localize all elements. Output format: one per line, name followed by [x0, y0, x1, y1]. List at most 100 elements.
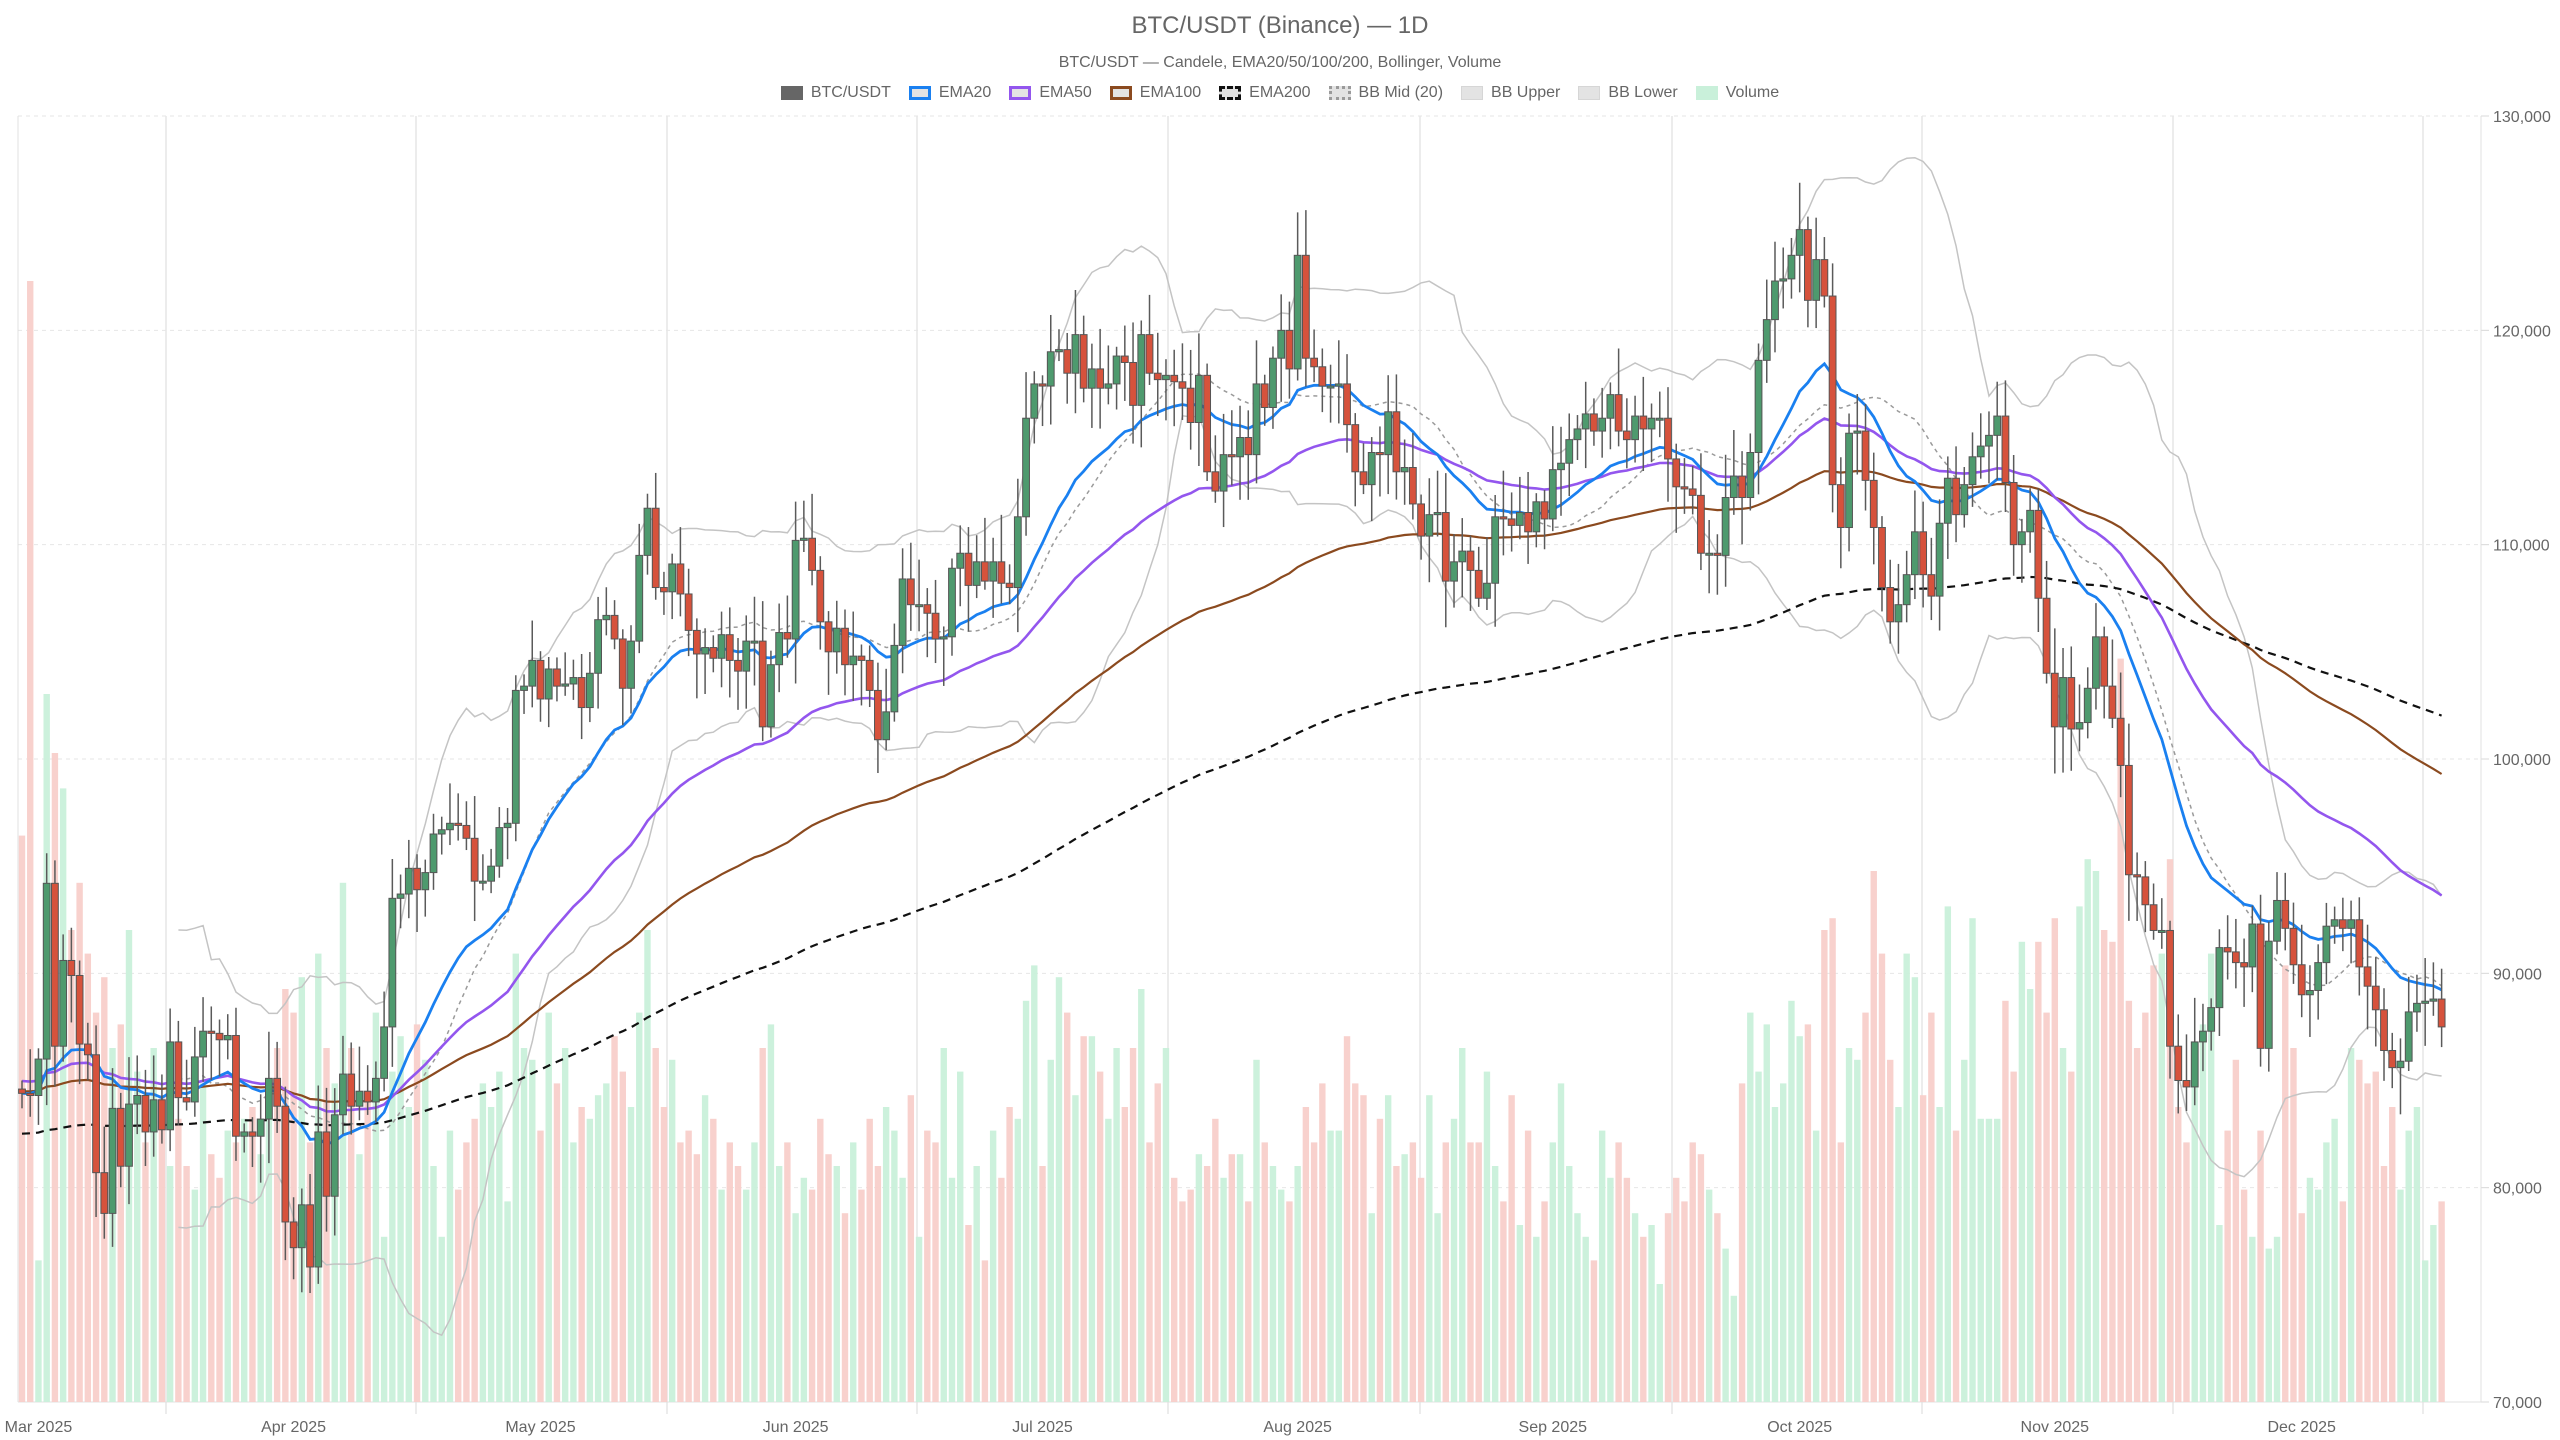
volume-bar: [2035, 941, 2042, 1402]
volume-bar: [817, 1118, 824, 1402]
volume-bar: [166, 1166, 174, 1402]
candle-body: [1071, 334, 1080, 374]
candle-body: [635, 554, 644, 642]
candle-body: [289, 1221, 298, 1249]
volume-bar: [603, 1083, 610, 1402]
candle-body: [2108, 685, 2117, 719]
candle-body: [758, 640, 767, 728]
candle-body: [1828, 295, 1837, 486]
volume-bar: [1870, 871, 1877, 1402]
candle-body: [1334, 383, 1343, 387]
candle-body: [1301, 254, 1310, 359]
volume-bar: [273, 1048, 281, 1402]
candle-body: [594, 619, 603, 674]
candle-body: [396, 893, 405, 899]
volume-bar: [808, 1189, 816, 1402]
legend-item-volume[interactable]: Volume: [1695, 84, 1779, 102]
candle-body: [799, 537, 808, 541]
volume-bar: [487, 1107, 495, 1402]
volume-bar: [743, 1189, 750, 1402]
volume-bar: [438, 1236, 445, 1402]
candle-body: [2100, 636, 2109, 687]
legend-item-bblow[interactable]: BB Lower: [1578, 84, 1678, 102]
legend-item-candles[interactable]: BTC/USDT: [780, 84, 891, 102]
candle-body: [1672, 458, 1681, 488]
candle-body: [1935, 522, 1944, 597]
volume-bar: [2397, 1189, 2404, 1402]
candle-body: [2388, 1049, 2397, 1069]
candle-body: [59, 959, 68, 1047]
volume-bar: [1590, 1260, 1598, 1402]
volume-bar: [1179, 1201, 1186, 1402]
candle-body: [166, 1041, 175, 1131]
y-tick-label: 70,000: [2493, 1395, 2542, 1412]
legend-item-ema200[interactable]: EMA200: [1219, 84, 1311, 102]
candle-body: [767, 664, 775, 728]
candle-body: [1120, 355, 1129, 363]
candle-body: [133, 1095, 142, 1105]
candle-body: [1491, 516, 1500, 584]
candle-body: [2190, 1041, 2199, 1088]
candle-body: [2215, 947, 2224, 1009]
candle-body: [2330, 919, 2339, 927]
volume-bar: [1310, 1142, 1318, 1402]
candle-body: [865, 659, 874, 691]
y-tick-label: 130,000: [2493, 109, 2551, 126]
candle-body: [26, 1092, 35, 1097]
candle-body: [1145, 334, 1154, 374]
volume-bar: [2092, 871, 2100, 1402]
volume-bar: [1911, 977, 1919, 1402]
candle-body: [1433, 512, 1442, 516]
volume-bar: [224, 1130, 231, 1402]
legend-item-ema20[interactable]: EMA20: [908, 84, 991, 102]
legend-item-ema50[interactable]: EMA50: [1009, 84, 1092, 102]
volume-bar: [1664, 1213, 1672, 1402]
volume-bar: [660, 1107, 668, 1402]
volume-bar: [784, 1142, 791, 1402]
candle-body: [437, 829, 446, 835]
candle-body: [2289, 927, 2298, 966]
volume-bar: [998, 1177, 1005, 1402]
legend-item-bbup[interactable]: BB Upper: [1461, 84, 1560, 102]
volume-bar: [2199, 1024, 2207, 1402]
candle-body: [92, 1054, 100, 1174]
candle-body: [1639, 415, 1648, 430]
volume-bar: [2356, 1059, 2363, 1402]
candle-body: [618, 638, 627, 689]
candle-body: [1170, 374, 1179, 383]
candle-body: [1022, 417, 1030, 518]
volume-bar: [158, 1095, 166, 1402]
candle-body: [1746, 452, 1755, 499]
legend-item-ema100[interactable]: EMA100: [1109, 84, 1201, 102]
x-tick-label: Mar 2025: [5, 1419, 73, 1436]
volume-bar: [1319, 1083, 1326, 1402]
candle-body: [1367, 452, 1376, 486]
volume-bar: [751, 1142, 758, 1402]
candle-body: [742, 640, 751, 672]
candle-body: [158, 1099, 166, 1131]
volume-bar: [257, 1154, 264, 1402]
candle-body: [923, 604, 932, 614]
candle-body: [2256, 923, 2265, 1049]
volume-bar: [850, 1142, 857, 1402]
volume-bar: [627, 1107, 635, 1402]
volume-bar: [1796, 1036, 1803, 1402]
legend-item-bbmid[interactable]: BB Mid (20): [1328, 84, 1443, 102]
volume-bar: [2323, 1142, 2330, 1402]
candle-body: [651, 507, 660, 589]
volume-bar: [685, 1130, 692, 1402]
volume-bar: [1640, 1236, 1647, 1402]
candle-body: [2322, 925, 2331, 964]
candle-body: [2174, 1045, 2183, 1081]
candle-body: [2355, 919, 2364, 968]
candle-body: [1318, 366, 1327, 387]
volume-bar: [734, 1166, 742, 1402]
candle-body: [536, 659, 545, 700]
volume-bar: [142, 1142, 149, 1402]
volume-bar: [216, 1177, 223, 1402]
candle-body: [1260, 383, 1269, 408]
legend-swatch-icon: [1219, 86, 1242, 100]
candle-body: [1557, 462, 1565, 471]
volume-bar: [2043, 1012, 2050, 1402]
candle-body: [668, 563, 677, 593]
